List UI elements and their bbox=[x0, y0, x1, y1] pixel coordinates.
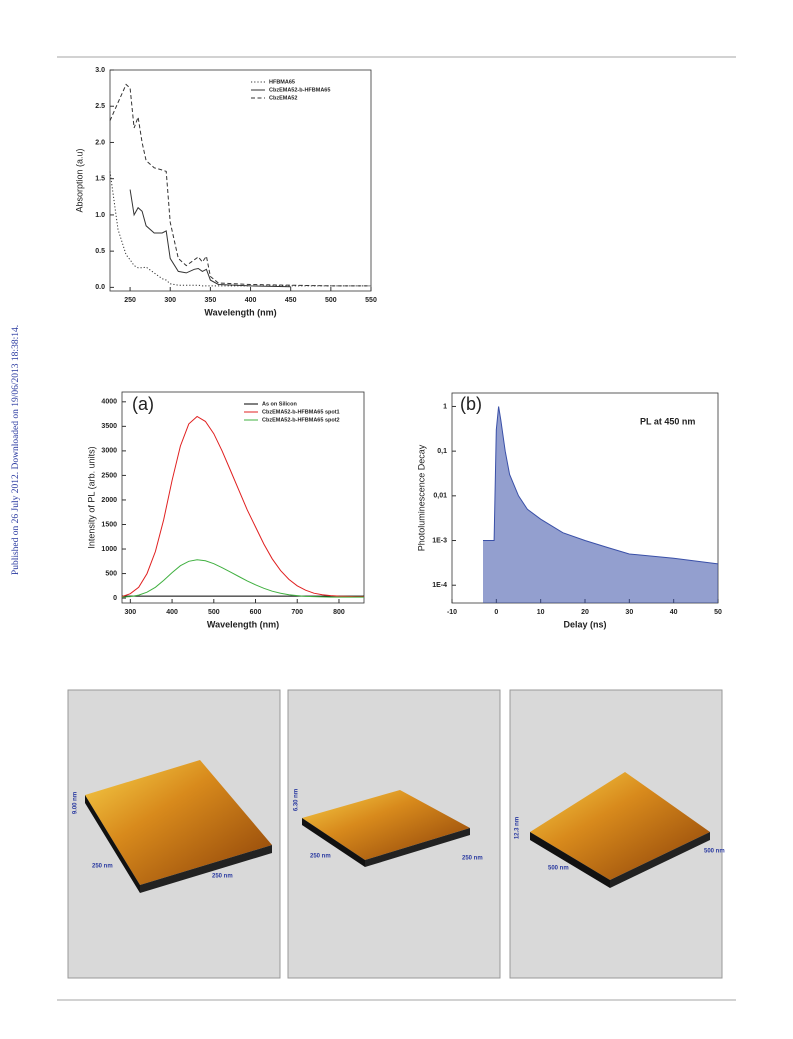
x-tick-label: 10 bbox=[537, 609, 545, 616]
afm-edge bbox=[85, 795, 140, 893]
y-tick-label: 3.0 bbox=[95, 67, 105, 74]
y-tick-label: 3000 bbox=[101, 448, 117, 455]
y-tick-label: 3500 bbox=[101, 423, 117, 430]
plot-frame bbox=[121, 391, 365, 604]
y-tick-label: 0,1 bbox=[437, 448, 447, 455]
x-tick-label: 40 bbox=[670, 609, 678, 616]
x-tick-label: 300 bbox=[164, 297, 176, 304]
afm-label: 6.30 nm bbox=[294, 789, 300, 811]
x-tick-label: 20 bbox=[581, 609, 589, 616]
afm-surface bbox=[85, 760, 272, 885]
y-tick-label: 1.5 bbox=[95, 176, 105, 183]
afm-edge bbox=[530, 832, 610, 888]
x-tick-label: 450 bbox=[285, 297, 297, 304]
afm-label: 500 nm bbox=[704, 849, 725, 855]
x-tick-label: 30 bbox=[625, 609, 633, 616]
y-tick-label: 1500 bbox=[101, 521, 117, 528]
series-area bbox=[483, 406, 718, 603]
y-tick-label: 0.5 bbox=[95, 248, 105, 255]
y-tick-label: 2.0 bbox=[95, 139, 105, 146]
x-tick-label: 50 bbox=[714, 609, 722, 616]
legend-label: CbzEMA52 bbox=[269, 95, 297, 101]
y-tick-label: 1E-4 bbox=[432, 582, 447, 589]
y-tick-label: 1 bbox=[443, 403, 447, 410]
x-axis-label: Wavelength (nm) bbox=[204, 307, 276, 317]
y-axis-label: Absorption (a.u) bbox=[74, 148, 84, 212]
x-tick-label: 600 bbox=[250, 609, 262, 616]
afm-panel: 6.30 nm 250 nm 250 nm bbox=[287, 689, 501, 979]
afm-surface bbox=[302, 790, 470, 860]
series-line bbox=[129, 189, 291, 288]
y-tick-label: 1E-3 bbox=[432, 537, 447, 544]
afm-label: 250 nm bbox=[92, 864, 113, 870]
annotation: (b) bbox=[460, 394, 482, 414]
afm-surface bbox=[530, 772, 710, 880]
y-tick-label: 0 bbox=[113, 595, 117, 602]
legend-label: CbzEMA52-b-HFBMA65 spot1 bbox=[262, 409, 340, 415]
legend-label: HFBMA65 bbox=[269, 79, 295, 85]
x-tick-label: -10 bbox=[447, 609, 457, 616]
afm-edge bbox=[365, 828, 470, 867]
x-tick-label: 700 bbox=[291, 609, 303, 616]
x-axis-label: Wavelength (nm) bbox=[207, 619, 279, 629]
y-tick-label: 2.5 bbox=[95, 103, 105, 110]
x-axis-label: Delay (ns) bbox=[563, 619, 606, 629]
series-line bbox=[121, 559, 364, 598]
series-line bbox=[109, 83, 371, 287]
afm-label: 250 nm bbox=[462, 856, 483, 862]
x-tick-label: 300 bbox=[125, 609, 137, 616]
series-line bbox=[483, 406, 719, 565]
y-tick-label: 2500 bbox=[101, 472, 117, 479]
afm-edge bbox=[140, 845, 272, 893]
y-tick-label: 1000 bbox=[101, 546, 117, 553]
y-axis-label: Photoluminescence Decay bbox=[416, 444, 426, 551]
afm-label: 500 nm bbox=[548, 866, 569, 872]
x-tick-label: 400 bbox=[166, 609, 178, 616]
y-tick-label: 500 bbox=[105, 570, 117, 577]
y-tick-label: 2000 bbox=[101, 497, 117, 504]
annotation: (a) bbox=[132, 394, 154, 414]
plot-frame bbox=[109, 69, 372, 292]
afm-edge bbox=[610, 832, 710, 888]
x-tick-label: 400 bbox=[245, 297, 257, 304]
y-tick-label: 0.0 bbox=[95, 284, 105, 291]
afm-edge bbox=[302, 818, 365, 867]
x-tick-label: 250 bbox=[124, 297, 136, 304]
x-tick-label: 0 bbox=[494, 609, 498, 616]
series-line bbox=[121, 415, 364, 598]
series-line bbox=[109, 171, 371, 287]
afm-label: 9.00 nm bbox=[73, 792, 79, 814]
afm-label: 12.3 nm bbox=[515, 817, 521, 839]
afm-panel: 12.3 nm 500 nm 500 nm bbox=[509, 689, 725, 979]
y-axis-label: Intensity of PL (arb. units) bbox=[86, 446, 96, 548]
afm-label: 250 nm bbox=[212, 874, 233, 880]
y-tick-label: 1.0 bbox=[95, 212, 105, 219]
annotation: PL at 450 nm bbox=[640, 416, 695, 426]
afm-panel: 9.00 nm 250 nm 250 nm bbox=[67, 689, 281, 979]
x-tick-label: 550 bbox=[365, 297, 377, 304]
legend-label: As on Silicon bbox=[262, 401, 297, 407]
x-tick-label: 800 bbox=[333, 609, 345, 616]
y-tick-label: 4000 bbox=[101, 399, 117, 406]
x-tick-label: 350 bbox=[205, 297, 217, 304]
afm-label: 250 nm bbox=[310, 854, 331, 860]
legend-label: CbzEMA52-b-HFBMA65 spot2 bbox=[262, 417, 340, 423]
side-note: Published on 26 July 2012. Downloaded on… bbox=[11, 325, 21, 575]
y-tick-label: 0,01 bbox=[433, 493, 447, 500]
x-tick-label: 500 bbox=[325, 297, 337, 304]
legend-label: CbzEMA52-b-HFBMA65 bbox=[269, 87, 330, 93]
x-tick-label: 500 bbox=[208, 609, 220, 616]
